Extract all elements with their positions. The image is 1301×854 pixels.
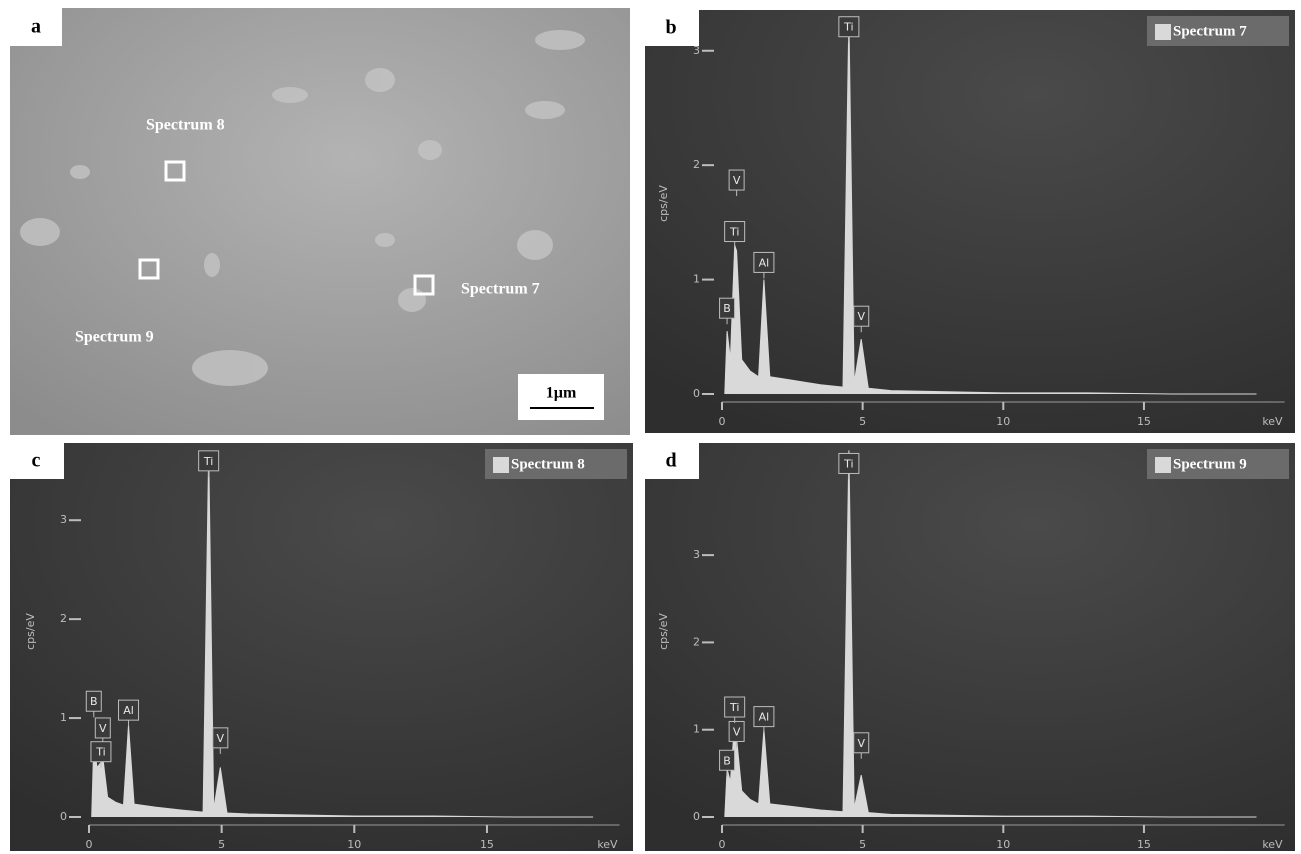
legend-swatch [1155, 24, 1171, 40]
x-tick-label: 10 [996, 838, 1010, 851]
peak-label: Ti [729, 701, 739, 714]
peak-label: B [723, 754, 731, 767]
x-axis-label: keV [1262, 838, 1283, 851]
peak-label: Ti [843, 457, 853, 470]
y-tick-label: 0 [693, 387, 700, 400]
peak-label: V [857, 310, 865, 323]
plot-background [645, 443, 1295, 851]
peak-label: B [723, 302, 731, 315]
y-axis-label: cps/eV [657, 613, 670, 650]
peak-label: V [99, 722, 107, 735]
y-tick-label: 0 [693, 810, 700, 823]
legend-entry: Spectrum 7 [1173, 23, 1247, 39]
peak-label: Ti [203, 455, 213, 468]
peak-label: V [733, 725, 741, 738]
y-axis-label: cps/eV [657, 185, 670, 222]
x-axis-label: keV [1262, 415, 1283, 428]
spot-label: Spectrum 8 [146, 117, 225, 134]
spot-label: Spectrum 7 [461, 281, 540, 298]
spectrum-panel: 0 5 10 15 keV 0 1 2 3 cps/eV B V Ti Al Ti V Spectrum 9 d [645, 443, 1295, 851]
x-tick-label: 10 [996, 415, 1010, 428]
y-tick-label: 3 [693, 548, 700, 561]
x-tick-label: 15 [480, 838, 494, 851]
spot-label: Spectrum 9 [75, 329, 154, 346]
scale-bar-label: 1µm [546, 385, 577, 402]
legend-entry: Spectrum 9 [1173, 456, 1247, 472]
legend-entry: Spectrum 8 [511, 456, 585, 472]
x-tick-label: 0 [86, 838, 93, 851]
sem-panel: Spectrum 8 Spectrum 9 Spectrum 7 1µm a [10, 8, 630, 435]
peak-label: V [857, 737, 865, 750]
panel-label: c [32, 450, 41, 472]
y-tick-label: 3 [60, 513, 67, 526]
x-tick-label: 15 [1137, 838, 1151, 851]
y-tick-label: 1 [60, 711, 67, 724]
panel-label: a [31, 16, 41, 38]
x-tick-label: 5 [218, 838, 225, 851]
peak-label: Al [759, 256, 770, 269]
figure: Spectrum 8 Spectrum 9 Spectrum 7 1µm a 0… [0, 0, 1301, 854]
legend-swatch [1155, 457, 1171, 473]
peak-label: Al [759, 711, 770, 724]
y-tick-label: 2 [60, 612, 67, 625]
peak-label: B [90, 695, 98, 708]
y-tick-label: 0 [60, 810, 67, 823]
y-tick-label: 1 [693, 723, 700, 736]
peak-label: V [217, 732, 225, 745]
peak-label: V [733, 174, 741, 187]
y-axis-label: cps/eV [24, 613, 37, 650]
peak-label: Ti [729, 226, 739, 239]
x-tick-label: 5 [859, 838, 866, 851]
x-tick-label: 5 [859, 415, 866, 428]
x-tick-label: 10 [347, 838, 361, 851]
legend-swatch [493, 457, 509, 473]
panel-label: d [665, 450, 676, 472]
x-tick-label: 0 [719, 838, 726, 851]
peak-label: Ti [95, 746, 105, 759]
y-tick-label: 2 [693, 635, 700, 648]
sem-image [10, 8, 630, 435]
y-tick-label: 2 [693, 158, 700, 171]
panel-label: b [665, 17, 676, 39]
y-tick-label: 1 [693, 273, 700, 286]
peak-label: Al [123, 704, 134, 717]
peak-label: Ti [843, 21, 853, 34]
x-tick-label: 0 [719, 415, 726, 428]
spectrum-panel: 0 5 10 15 keV 0 1 2 3 cps/eV B V Ti Al Ti V Spectrum 8 c [10, 443, 633, 851]
x-axis-label: keV [597, 838, 618, 851]
x-tick-label: 15 [1137, 415, 1151, 428]
